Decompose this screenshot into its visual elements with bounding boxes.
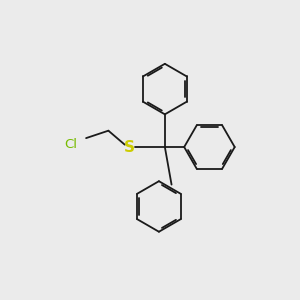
Text: Cl: Cl	[65, 138, 78, 151]
Text: S: S	[124, 140, 135, 154]
